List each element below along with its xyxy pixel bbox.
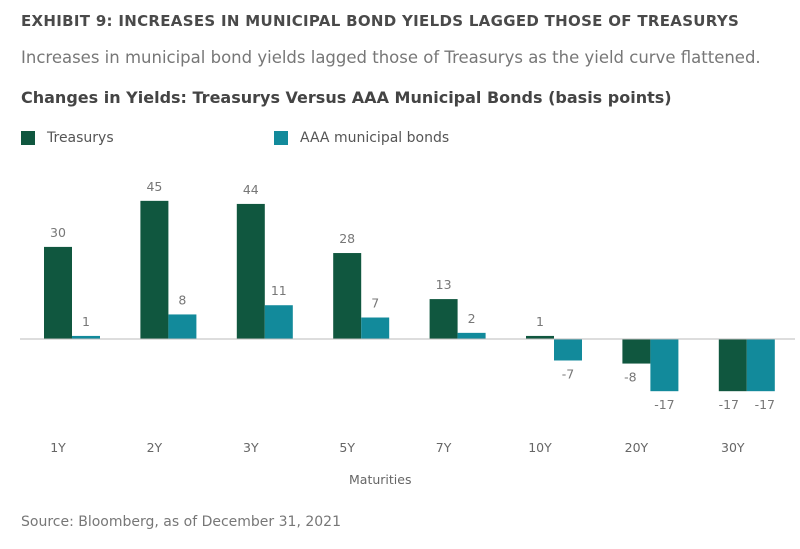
source-note: Source: Bloomberg, as of December 31, 20… <box>21 514 341 530</box>
data-label: -17 <box>719 397 739 412</box>
bar-municipal-2Y <box>168 314 197 339</box>
x-tick-label: 1Y <box>50 440 66 455</box>
data-label: -8 <box>624 370 637 385</box>
legend-municipal: AAA municipal bonds <box>274 130 449 146</box>
exhibit-subtitle: Increases in municipal bond yields lagge… <box>21 48 761 67</box>
data-label: 30 <box>50 225 66 240</box>
bar-municipal-30Y <box>746 339 775 392</box>
legend-swatch-treasurys <box>21 131 35 145</box>
data-label: -17 <box>654 397 674 412</box>
bar-treasurys-3Y <box>236 203 265 339</box>
bar-municipal-7Y <box>457 332 486 339</box>
legend-label: Treasurys <box>47 130 114 146</box>
legend-label: AAA municipal bonds <box>300 130 450 146</box>
data-label: 28 <box>339 231 355 246</box>
bar-municipal-20Y <box>650 339 679 392</box>
data-label: 8 <box>178 292 186 307</box>
x-axis-label: Maturities <box>349 472 412 487</box>
x-tick-label: 3Y <box>243 440 259 455</box>
data-label: 1 <box>536 314 544 329</box>
bar-municipal-1Y <box>72 335 100 339</box>
x-tick-label: 7Y <box>436 440 452 455</box>
legend-swatch-municipal <box>274 131 288 145</box>
bar-treasurys-10Y <box>526 335 554 339</box>
data-label: 44 <box>243 182 259 197</box>
x-tick-label: 30Y <box>721 440 745 455</box>
x-tick-label: 20Y <box>625 440 649 455</box>
legend-treasurys: Treasurys <box>21 130 114 146</box>
bar-municipal-5Y <box>361 317 390 339</box>
x-tick-label: 10Y <box>528 440 552 455</box>
data-label: 7 <box>371 296 379 311</box>
bar-treasurys-7Y <box>429 299 458 339</box>
bar-treasurys-2Y <box>140 200 169 339</box>
bar-municipal-10Y <box>554 339 582 361</box>
data-label: 13 <box>436 277 452 292</box>
bar-treasurys-5Y <box>333 253 362 339</box>
data-label: 11 <box>271 283 287 298</box>
x-tick-label: 2Y <box>147 440 163 455</box>
chart-title: Changes in Yields: Treasurys Versus AAA … <box>21 88 672 107</box>
data-label: 2 <box>468 311 476 326</box>
exhibit-title: EXHIBIT 9: INCREASES IN MUNICIPAL BOND Y… <box>21 12 740 30</box>
bar-treasurys-30Y <box>718 339 747 392</box>
data-label: 1 <box>82 314 90 329</box>
x-tick-label: 5Y <box>339 440 355 455</box>
bar-treasurys-1Y <box>44 246 72 339</box>
data-label: -17 <box>755 397 775 412</box>
data-label: 45 <box>146 179 162 194</box>
bar-municipal-3Y <box>264 305 293 339</box>
bar-treasurys-20Y <box>622 339 651 364</box>
data-label: -7 <box>562 366 574 381</box>
